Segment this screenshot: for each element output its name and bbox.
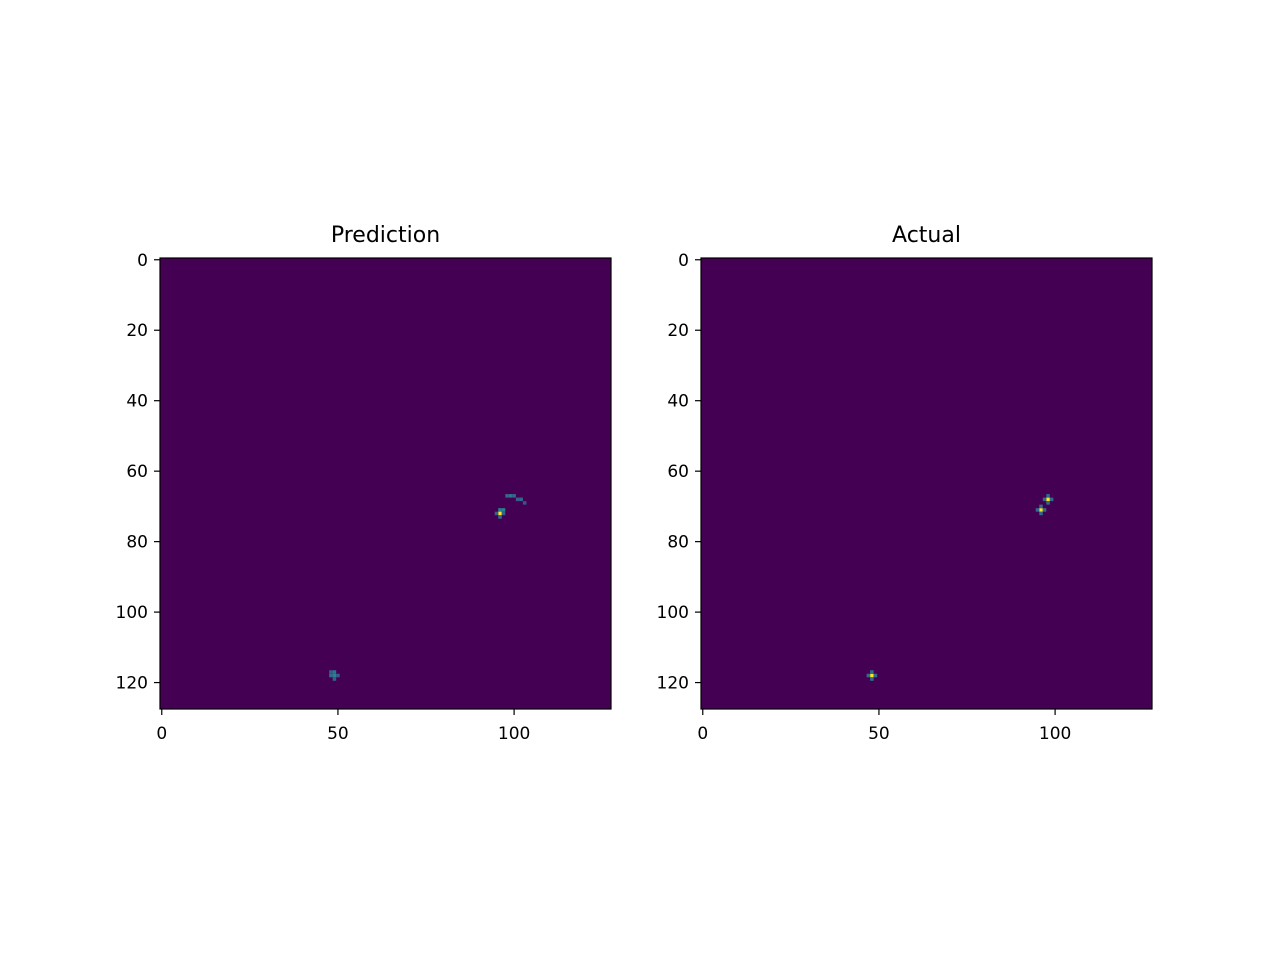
prediction-y-tick-label: 20 — [126, 321, 148, 341]
actual-heatmap-cell — [1035, 508, 1040, 512]
prediction-heatmap-cell — [501, 508, 506, 512]
actual-heatmap-cell — [873, 673, 878, 678]
prediction-heatmap-cell — [332, 673, 337, 678]
prediction-heatmap-cell — [336, 673, 340, 678]
actual-heatmap-cell — [870, 673, 874, 678]
prediction-heatmap-cell — [501, 511, 506, 516]
prediction-heatmap-cell — [494, 511, 499, 516]
actual-y-tick-label: 120 — [657, 674, 689, 694]
actual-y-tick-label: 40 — [667, 392, 689, 412]
prediction-title: Prediction — [331, 223, 440, 248]
actual-heatmap-cell — [870, 670, 874, 674]
actual-heatmap-cell — [1039, 511, 1043, 516]
prediction-y-tick-label: 0 — [137, 251, 148, 271]
prediction-heatmap-cell — [508, 494, 513, 498]
prediction-heatmap-cell — [522, 501, 527, 505]
actual-panel: Actual 0 50 100 0 20 40 60 80 100 120 — [657, 223, 1153, 744]
actual-heatmap-cell — [1039, 508, 1043, 512]
prediction-axes-frame — [159, 257, 612, 710]
prediction-heatmap-cell — [329, 673, 333, 678]
actual-heatmap-background — [701, 258, 1152, 709]
prediction-y-tick-label: 80 — [126, 533, 148, 553]
prediction-heatmap-cell — [329, 670, 333, 674]
prediction-heatmap-cell — [512, 494, 516, 498]
actual-y-tick-label: 0 — [678, 251, 689, 271]
prediction-y-tick-label: 120 — [116, 674, 148, 694]
actual-heatmap-cell — [866, 673, 871, 678]
prediction-heatmap-cell — [332, 677, 337, 681]
actual-y-tick-label: 80 — [667, 533, 689, 553]
actual-x-tick-label: 100 — [1039, 724, 1071, 744]
actual-heatmap-cell — [1046, 501, 1050, 505]
prediction-heatmap-cell — [498, 511, 502, 516]
prediction-heatmap-cell — [332, 670, 337, 674]
prediction-y-tick-label: 60 — [126, 462, 148, 482]
actual-y-tick-label: 20 — [667, 321, 689, 341]
actual-x-tick-label: 50 — [868, 724, 890, 744]
prediction-plot-area: 0 50 100 0 20 40 60 80 100 120 — [116, 251, 612, 744]
actual-heatmap-cell — [1039, 504, 1043, 509]
actual-heatmap-cell — [1042, 508, 1047, 512]
prediction-heatmap-cell — [498, 508, 502, 512]
prediction-x-tick-label: 50 — [327, 724, 349, 744]
actual-y-tick-label: 100 — [657, 603, 689, 623]
actual-heatmap-cell — [1046, 494, 1050, 498]
prediction-heatmap-cell — [515, 497, 520, 502]
prediction-heatmap-cell — [519, 497, 523, 502]
actual-heatmap-cell — [1049, 497, 1054, 502]
prediction-panel: Prediction 0 50 100 0 20 40 60 80 100 120 — [116, 223, 612, 744]
actual-title: Actual — [892, 223, 961, 248]
prediction-y-tick-label: 100 — [116, 603, 148, 623]
prediction-y-tick-label: 40 — [126, 392, 148, 412]
actual-axes-frame — [700, 257, 1153, 710]
prediction-heatmap-cell — [505, 494, 509, 498]
actual-x-tick-label: 0 — [697, 724, 708, 744]
prediction-x-tick-label: 0 — [156, 724, 167, 744]
prediction-heatmap-cell — [498, 515, 502, 519]
actual-plot-area: 0 50 100 0 20 40 60 80 100 120 — [657, 251, 1153, 744]
actual-heatmap-cell — [870, 677, 874, 681]
actual-heatmap-cell — [1042, 497, 1047, 502]
prediction-heatmap-background — [160, 258, 611, 709]
prediction-x-tick-label: 100 — [498, 724, 530, 744]
actual-y-tick-label: 60 — [667, 462, 689, 482]
actual-heatmap-cell — [1046, 497, 1050, 502]
